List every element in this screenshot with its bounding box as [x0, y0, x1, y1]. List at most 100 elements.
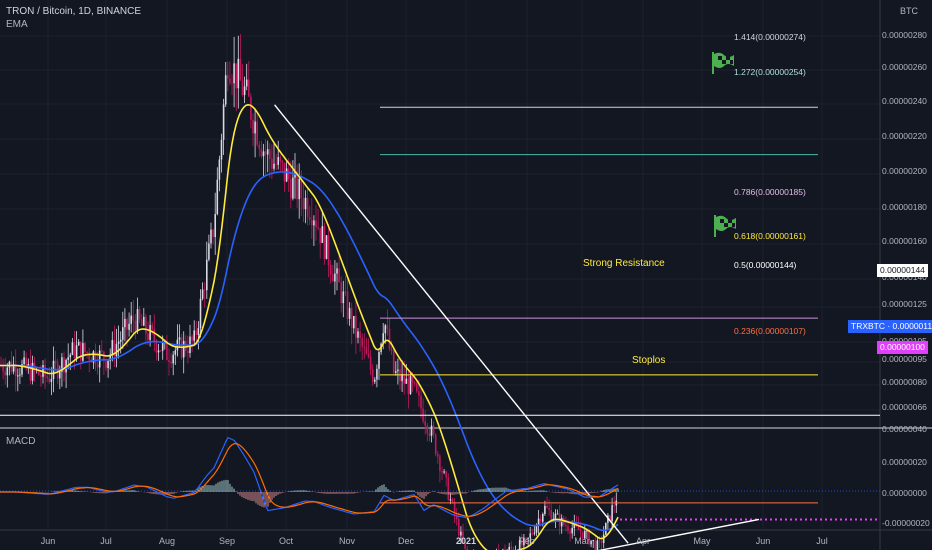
price-tick: 0.00000040: [882, 424, 927, 434]
candle-body: [266, 149, 269, 155]
candle-body: [344, 291, 347, 293]
candle-body: [392, 350, 395, 373]
ema-short-line: [0, 103, 619, 550]
candle-body: [59, 371, 61, 379]
trendline: [274, 104, 629, 544]
candle-body: [260, 148, 263, 157]
macd-tick: 0.00000020: [882, 457, 927, 467]
candle-body: [199, 298, 202, 328]
candle-body: [12, 364, 15, 372]
chart-title[interactable]: TRON / Bitcoin, 1D, BINANCE: [6, 6, 142, 17]
candle-body: [527, 537, 529, 539]
candle-body: [105, 360, 107, 369]
candle-body: [88, 352, 90, 360]
candle-body: [248, 79, 250, 97]
candle-body: [363, 346, 366, 348]
candle-body: [19, 374, 21, 376]
candle-body: [201, 289, 204, 299]
candle-body: [119, 339, 122, 342]
candle-body: [61, 357, 63, 372]
candle-body: [86, 351, 88, 353]
candle-body: [124, 318, 126, 328]
candle-body: [420, 395, 422, 409]
candle-body: [25, 357, 27, 369]
candle-body: [384, 325, 387, 334]
candle-body: [187, 351, 189, 354]
resistance-price-tag: 0.00000144: [877, 264, 928, 277]
candle-body: [143, 316, 145, 326]
candle-body: [117, 341, 120, 344]
candle-body: [134, 320, 137, 332]
stoploss-label: Stoplos: [632, 355, 666, 366]
green-flag-icon: [714, 215, 736, 237]
trendline: [597, 518, 760, 550]
candle-body: [237, 58, 240, 89]
candle-body: [378, 352, 380, 369]
candle-body: [155, 341, 158, 353]
candle-body: [584, 531, 586, 539]
candle-body: [170, 361, 172, 364]
candle-body: [258, 144, 261, 149]
candle-body: [210, 229, 212, 244]
candle-body: [271, 158, 273, 169]
candle-body: [132, 315, 135, 321]
candle-body: [512, 548, 515, 550]
candle-body: [535, 525, 538, 533]
candle-body: [44, 365, 46, 377]
candle-body: [224, 75, 227, 105]
candle-body: [6, 367, 9, 376]
candle-body: [269, 149, 271, 159]
candle-body: [430, 425, 433, 436]
candle-body: [168, 360, 170, 362]
candle-body: [567, 526, 569, 531]
candle-body: [447, 477, 450, 500]
candle-body: [166, 341, 168, 361]
candle-body: [529, 533, 531, 538]
candle-body: [508, 546, 510, 550]
candle-body: [21, 364, 23, 375]
time-tick: Dec: [397, 536, 415, 546]
candle-body: [577, 525, 580, 531]
candle-body: [319, 228, 321, 243]
candle-body: [69, 354, 72, 358]
candle-body: [353, 315, 355, 329]
macd-indicator-label[interactable]: MACD: [6, 436, 36, 447]
candle-body: [77, 341, 80, 346]
candle-body: [546, 505, 548, 508]
candle-body: [575, 522, 578, 526]
candle-body: [464, 542, 466, 549]
candle-body: [317, 226, 319, 229]
time-tick: Mar: [574, 536, 590, 546]
candle-body: [191, 336, 193, 341]
candle-body: [178, 337, 181, 340]
candle-body: [439, 456, 441, 472]
candle-body: [96, 364, 99, 368]
candle-body: [571, 527, 573, 534]
candle-body: [296, 171, 298, 200]
axis-unit-label: BTC: [900, 6, 918, 16]
price-tick: 0.00000095: [882, 354, 927, 364]
candle-body: [336, 268, 338, 274]
candle-body: [56, 363, 59, 379]
candle-body: [424, 421, 426, 426]
candle-body: [369, 356, 372, 370]
candle-body: [428, 433, 431, 436]
time-tick: Jul: [816, 536, 828, 546]
time-tick: Jul: [100, 536, 112, 546]
candle-body: [525, 537, 527, 539]
strong-resistance-label: Strong Resistance: [583, 258, 665, 269]
ema-indicator-label[interactable]: EMA: [6, 19, 28, 30]
candle-body: [382, 333, 384, 344]
candle-body: [338, 268, 340, 283]
signal-line: [0, 442, 619, 517]
candle-body: [140, 319, 143, 326]
candle-body: [332, 274, 334, 282]
candle-body: [588, 530, 590, 545]
fib-label-0236: 0.236(0.00000107): [734, 326, 806, 336]
candle-body: [67, 357, 69, 360]
candle-body: [346, 291, 349, 319]
candle-body: [426, 425, 429, 434]
candle-body: [542, 513, 544, 522]
